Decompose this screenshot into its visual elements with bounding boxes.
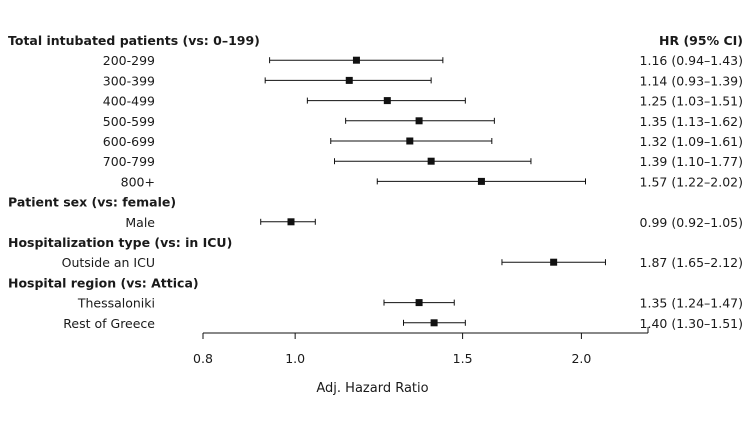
hr-point (406, 137, 414, 145)
row-label: 200-299 (103, 53, 155, 68)
hr-point (345, 76, 353, 84)
hr-point (427, 157, 435, 165)
hr-value-text: 1.14 (0.93–1.39) (640, 73, 743, 88)
row-label: Rest of Greece (63, 316, 155, 331)
group-heading: Patient sex (vs: female) (8, 195, 176, 210)
x-tick-label: 1.0 (285, 351, 305, 366)
row-label: Male (125, 215, 155, 230)
row-label: 400-499 (103, 94, 155, 109)
x-tick-label: 0.8 (193, 351, 213, 366)
hr-point (550, 258, 558, 266)
hr-value-text: 1.87 (1.65–2.12) (640, 255, 743, 270)
x-tick-label: 2.0 (571, 351, 591, 366)
row-label: Outside an ICU (62, 255, 155, 270)
hr-point (415, 117, 423, 125)
x-tick-label: 1.5 (453, 351, 473, 366)
group-heading: Total intubated patients (vs: 0–199) (8, 33, 260, 48)
row-label: 500-599 (103, 114, 155, 129)
hr-value-text: 1.35 (1.24–1.47) (640, 296, 743, 311)
hr-value-text: 0.99 (0.92–1.05) (640, 215, 743, 230)
hr-value-text: 1.16 (0.94–1.43) (640, 53, 743, 68)
group-heading: Hospital region (vs: Attica) (8, 275, 199, 290)
row-label: Thessaloniki (77, 296, 155, 311)
hr-point (352, 56, 360, 64)
hr-value-text: 1.32 (1.09–1.61) (640, 134, 743, 149)
row-label: 300-399 (103, 73, 155, 88)
hr-value-text: 1.25 (1.03–1.51) (640, 94, 743, 109)
hr-point (430, 319, 438, 327)
x-axis-title: Adj. Hazard Ratio (316, 381, 428, 396)
row-label: 600-699 (103, 134, 155, 149)
hr-column-header: HR (95% CI) (659, 33, 743, 48)
hr-point (477, 177, 485, 185)
hr-value-text: 1.39 (1.10–1.77) (640, 154, 743, 169)
row-label: 700-799 (103, 154, 155, 169)
hr-value-text: 1.35 (1.13–1.62) (640, 114, 743, 129)
group-heading: Hospitalization type (vs: in ICU) (8, 235, 232, 250)
hr-point (383, 97, 391, 105)
hr-point (415, 299, 423, 307)
hr-point (287, 218, 295, 226)
row-label: 800+ (121, 174, 155, 189)
hr-value-text: 1.57 (1.22–2.02) (640, 174, 743, 189)
hr-value-text: 1.40 (1.30–1.51) (640, 316, 743, 331)
